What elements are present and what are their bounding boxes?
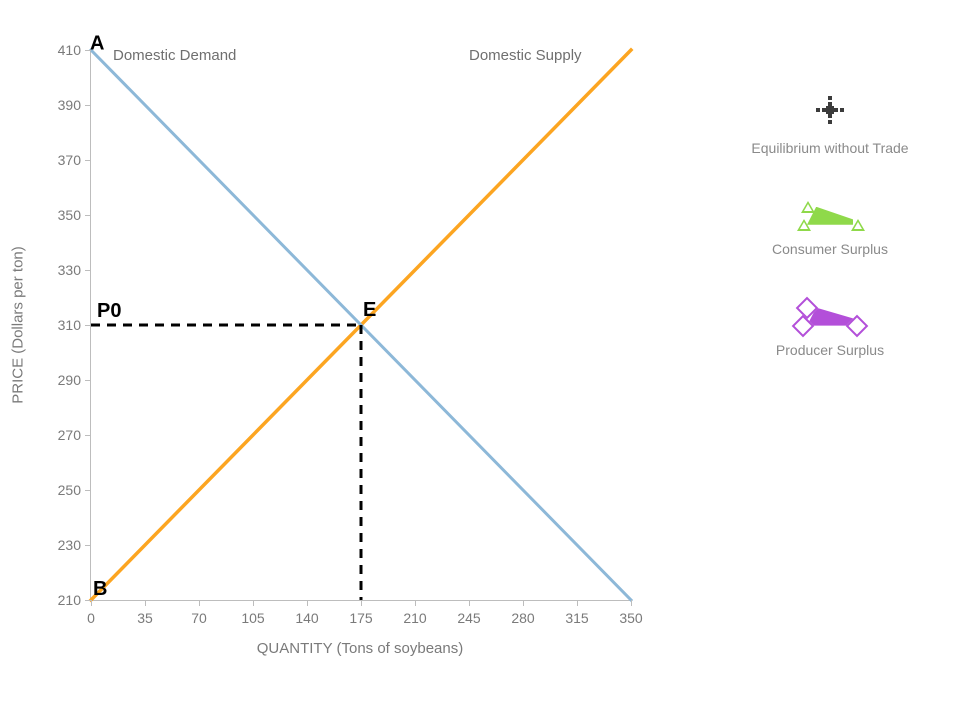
legend-label-equilibrium: Equilibrium without Trade [720, 140, 940, 157]
y-tick-label: 270 [58, 427, 81, 443]
y-tick [85, 105, 91, 106]
x-tick-label: 245 [457, 610, 480, 626]
point-label-e: E [363, 299, 376, 321]
x-tick [469, 600, 470, 606]
y-tick-label: 250 [58, 482, 81, 498]
x-tick-label: 280 [511, 610, 534, 626]
x-tick-label: 210 [403, 610, 426, 626]
y-tick-label: 350 [58, 207, 81, 223]
x-tick-label: 350 [619, 610, 642, 626]
x-tick [631, 600, 632, 606]
equilibrium-cross-icon [810, 90, 850, 130]
x-tick [145, 600, 146, 606]
y-tick [85, 435, 91, 436]
supply-series-label: Domestic Supply [469, 47, 582, 64]
legend-label-producer-surplus: Producer Surplus [720, 342, 940, 359]
y-tick-label: 330 [58, 262, 81, 278]
y-tick-label: 210 [58, 592, 81, 608]
y-tick-label: 390 [58, 97, 81, 113]
y-tick [85, 270, 91, 271]
y-tick-label: 370 [58, 152, 81, 168]
x-tick-label: 175 [349, 610, 372, 626]
x-tick-label: 315 [565, 610, 588, 626]
y-tick [85, 490, 91, 491]
legend-label-consumer-surplus: Consumer Surplus [720, 241, 940, 258]
plot-svg [91, 50, 631, 600]
legend-item-consumer-surplus: Consumer Surplus [720, 197, 940, 258]
demand-series-label: Domestic Demand [113, 47, 236, 64]
x-tick [199, 600, 200, 606]
x-tick [415, 600, 416, 606]
x-tick [577, 600, 578, 606]
y-tick [85, 380, 91, 381]
legend: Equilibrium without Trade Consumer Surpl… [720, 90, 940, 398]
y-tick-label: 310 [58, 317, 81, 333]
y-tick-label: 290 [58, 372, 81, 388]
y-tick [85, 325, 91, 326]
producer-surplus-icon [795, 298, 865, 332]
x-tick-label: 0 [87, 610, 95, 626]
y-tick-label: 410 [58, 42, 81, 58]
plot-area: Domestic Demand Domestic Supply A B E P0… [90, 50, 631, 601]
x-tick [253, 600, 254, 606]
x-tick [523, 600, 524, 606]
x-tick [361, 600, 362, 606]
y-tick [85, 50, 91, 51]
y-tick-label: 230 [58, 537, 81, 553]
x-tick-label: 70 [191, 610, 207, 626]
y-tick [85, 215, 91, 216]
x-tick [91, 600, 92, 606]
legend-item-producer-surplus: Producer Surplus [720, 298, 940, 359]
y-axis-title: PRICE (Dollars per ton) [10, 246, 27, 404]
consumer-surplus-icon [795, 197, 865, 231]
legend-item-equilibrium: Equilibrium without Trade [720, 90, 940, 157]
y-tick [85, 545, 91, 546]
x-axis-title: QUANTITY (Tons of soybeans) [257, 640, 463, 657]
point-label-a: A [90, 33, 104, 56]
x-tick-label: 140 [295, 610, 318, 626]
x-tick-label: 105 [241, 610, 264, 626]
chart-stage: PRICE (Dollars per ton) QUANTITY (Tons o… [0, 0, 960, 720]
x-tick [307, 600, 308, 606]
y-tick [85, 160, 91, 161]
x-tick-label: 35 [137, 610, 153, 626]
point-label-p0: P0 [97, 300, 121, 323]
